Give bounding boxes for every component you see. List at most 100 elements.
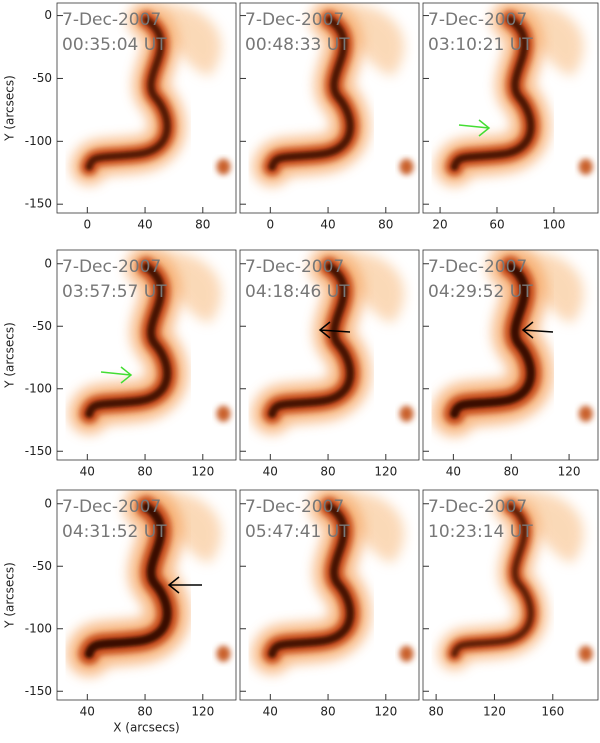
- frame: [422, 2, 599, 214]
- cloud: [519, 490, 584, 564]
- time-label: 05:47:41 UT: [245, 522, 350, 542]
- x-tick-label: 60: [489, 218, 504, 232]
- solar-image: [251, 250, 414, 435]
- spot: [216, 405, 231, 422]
- time-label: 03:57:57 UT: [62, 282, 167, 302]
- y-tick-label: 0: [44, 8, 52, 22]
- x-tick-label: 120: [191, 465, 214, 479]
- panel: 0 40 80 0 -50 -100 -150 Y (arcsecs) 7-Dec-2007 00…: [3, 2, 237, 232]
- spot: [399, 645, 414, 662]
- y-tick-label: -150: [25, 444, 52, 458]
- y-tick-label: 0: [44, 496, 52, 510]
- time-label: 04:31:52 UT: [62, 522, 167, 542]
- arrow: [100, 366, 133, 384]
- arrow: [458, 119, 491, 137]
- frame: [239, 2, 420, 214]
- x-tick-label: 40: [263, 465, 278, 479]
- date-label: 7-Dec-2007: [245, 10, 344, 30]
- y-tick-label: -100: [25, 381, 52, 395]
- time-label: 10:23:14 UT: [428, 522, 533, 542]
- y-tick-label: -100: [25, 134, 52, 148]
- arrow: [318, 321, 351, 339]
- frame: [239, 249, 420, 461]
- solar-image: [432, 250, 593, 437]
- panel: 80 120 160 7-Dec-2007 10:23:14 UT: [422, 489, 599, 719]
- frame: [56, 249, 237, 461]
- frame: [56, 2, 237, 214]
- x-tick-label: 0: [83, 218, 91, 232]
- x-tick-label: 80: [378, 218, 393, 232]
- solar-image: [435, 3, 593, 186]
- date-label: 7-Dec-2007: [428, 10, 527, 30]
- core: [268, 502, 355, 658]
- x-tick-label: 40: [320, 218, 335, 232]
- x-tick-label: 80: [504, 465, 519, 479]
- spot: [578, 405, 593, 422]
- x-tick-label: 40: [80, 705, 95, 719]
- solar-image: [251, 490, 414, 675]
- core: [268, 15, 354, 171]
- date-label: 7-Dec-2007: [428, 257, 527, 277]
- date-label: 7-Dec-2007: [245, 497, 344, 517]
- spot: [216, 645, 231, 662]
- date-label: 7-Dec-2007: [62, 10, 161, 30]
- y-tick-label: -100: [25, 621, 52, 635]
- panel: 0 40 80 7-Dec-2007 00:48:33 UT: [239, 2, 420, 232]
- core: [450, 262, 536, 419]
- panel: 40 80 120 0 -50 -100 -150 Y (arcsecs) 7-Dec-2007…: [3, 249, 237, 479]
- x-tick-label: 120: [191, 705, 214, 719]
- y-tick-label: -50: [32, 319, 52, 333]
- x-tick-label: 160: [541, 705, 564, 719]
- panel: 40 80 120 7-Dec-2007 04:29:52 UT: [422, 249, 599, 479]
- time-label: 04:18:46 UT: [245, 282, 350, 302]
- y-tick-label: 0: [44, 256, 52, 270]
- x-tick-label: 80: [137, 705, 152, 719]
- time-label: 00:35:04 UT: [62, 35, 167, 55]
- x-tick-label: 20: [432, 218, 447, 232]
- time-label: 03:10:21 UT: [428, 35, 533, 55]
- x-tick-label: 120: [374, 465, 397, 479]
- panel: 40 80 120 0 -50 -100 -150 Y (arcsecs) X (arcsecs…: [3, 489, 237, 735]
- x-tick-label: 80: [320, 705, 335, 719]
- x-tick-label: 40: [446, 465, 461, 479]
- panel: 20 60 100 7-Dec-2007 03:10:21 UT: [422, 2, 599, 232]
- date-label: 7-Dec-2007: [62, 257, 161, 277]
- spot: [578, 158, 593, 175]
- frame: [56, 489, 237, 701]
- y-tick-label: -150: [25, 684, 52, 698]
- spot: [399, 158, 414, 175]
- core: [84, 502, 172, 659]
- core: [85, 16, 171, 171]
- spot: [578, 645, 593, 662]
- x-tick-label: 40: [263, 705, 278, 719]
- date-label: 7-Dec-2007: [245, 257, 344, 277]
- solar-image: [438, 490, 593, 670]
- core: [268, 262, 355, 418]
- spot: [399, 405, 414, 422]
- time-label: 04:29:52 UT: [428, 282, 533, 302]
- panel: 40 80 120 7-Dec-2007 04:18:46 UT: [239, 249, 420, 479]
- arrow: [167, 576, 202, 594]
- panel: 40 80 120 7-Dec-2007 05:47:41 UT: [239, 489, 420, 719]
- y-tick-label: -50: [32, 559, 52, 573]
- y-tick-label: -150: [25, 197, 52, 211]
- date-label: 7-Dec-2007: [62, 497, 161, 517]
- x-tick-label: 120: [483, 705, 506, 719]
- solar-image: [68, 250, 231, 435]
- x-tick-label: 40: [137, 218, 152, 232]
- frame: [239, 489, 420, 701]
- x-tick-label: 80: [137, 465, 152, 479]
- date-label: 7-Dec-2007: [428, 497, 527, 517]
- arrow: [521, 321, 554, 339]
- frame: [422, 489, 599, 701]
- y-axis-label: Y (arcsecs): [3, 562, 17, 629]
- y-axis-label: Y (arcsecs): [3, 322, 17, 389]
- x-tick-label: 80: [428, 705, 443, 719]
- core: [451, 503, 534, 657]
- x-tick-label: 0: [266, 218, 274, 232]
- x-tick-label: 80: [320, 465, 335, 479]
- x-tick-label: 40: [80, 465, 95, 479]
- y-tick-label: -50: [32, 71, 52, 85]
- solar-image: [66, 490, 231, 677]
